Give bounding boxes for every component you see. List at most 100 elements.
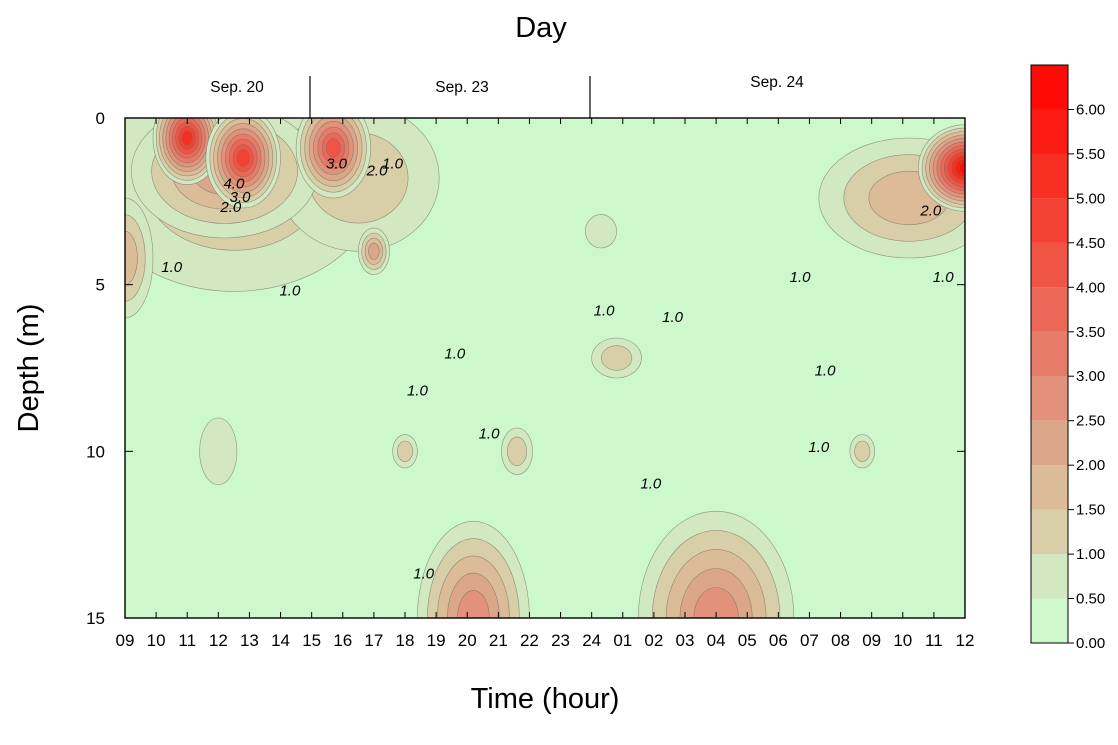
contour-band [507, 436, 527, 466]
plot-area: 1.01.02.03.04.03.0 2.01.01.01.01.01.0 1.01… [124, 117, 966, 619]
colorbar-swatch [1031, 287, 1068, 332]
contour-band [199, 417, 238, 485]
colorbar-swatch [1031, 242, 1068, 288]
contour-band [693, 587, 739, 618]
plot-frame [124, 117, 966, 619]
contour-label: 1.0 [407, 382, 429, 399]
x-tick-label: 07 [800, 631, 819, 650]
x-tick-label: 13 [240, 631, 259, 650]
contour-band [600, 345, 633, 371]
x-tick-label: 16 [333, 631, 352, 650]
x-tick-label: 11 [925, 631, 943, 650]
colorbar-label: 5.00 [1076, 190, 1105, 207]
y-axis: 0 5 10 15 [86, 109, 965, 628]
day-labels: Sep. 20 Sep. 23 Sep. 24 [210, 74, 804, 118]
day-label-sep-24: Sep. 24 [750, 74, 804, 91]
colorbar-label: 4.50 [1076, 235, 1105, 252]
day-label-sep-23: Sep. 23 [435, 79, 488, 96]
x-tick-label: 02 [644, 631, 663, 650]
colorbar-swatch [1031, 153, 1068, 199]
colorbar-label: 6.00 [1076, 102, 1105, 119]
contour-label: 2.0 [366, 162, 389, 179]
colorbar-swatch [1031, 109, 1068, 154]
colorbar-label: 3.00 [1076, 368, 1105, 385]
x-tick-label: 10 [147, 631, 166, 650]
x-tick-label: 11 [178, 631, 196, 650]
y-tick-label: 15 [86, 609, 105, 628]
colorbar-label: 5.50 [1076, 146, 1105, 163]
contour-label: 1.0 [161, 259, 183, 276]
colorbar-label: 0.00 [1076, 635, 1105, 652]
contour-label: 1.0 [933, 269, 955, 286]
contour-band [854, 440, 871, 462]
colorbar-label: 1.50 [1076, 502, 1105, 519]
colorbar-swatch [1031, 198, 1068, 243]
y-axis-title: Depth (m) [13, 304, 45, 433]
contour-label: 1.0 [413, 566, 435, 583]
x-tick-label: 15 [302, 631, 321, 650]
chart-title: Day [515, 12, 567, 44]
colorbar-frame [1030, 64, 1069, 644]
y-tick-label: 0 [96, 109, 105, 128]
colorbar-swatch [1031, 65, 1068, 110]
colorbar-swatch [1031, 554, 1068, 599]
contour-label: 1.0 [640, 476, 662, 493]
x-tick-label: 06 [769, 631, 788, 650]
x-tick-label: 09 [862, 631, 881, 650]
x-tick-label: 24 [582, 631, 601, 650]
y-tick-label: 10 [86, 442, 105, 461]
x-tick-label: 12 [209, 631, 228, 650]
colorbar-label: 2.00 [1076, 457, 1105, 474]
colorbar-swatch [1031, 331, 1068, 377]
x-tick-label: 21 [489, 631, 508, 650]
x-tick-label: 08 [831, 631, 850, 650]
colorbar-label: 1.00 [1076, 546, 1105, 563]
x-tick-label: 20 [458, 631, 477, 650]
colorbar-swatch [1031, 376, 1068, 421]
x-tick-label: 19 [427, 631, 446, 650]
x-tick-label: 22 [520, 631, 539, 650]
contour-band [585, 214, 617, 249]
contour-label: 1.0 [662, 309, 684, 326]
colorbar-label: 4.00 [1076, 279, 1105, 296]
x-tick-label: 01 [613, 631, 632, 650]
contour-band [326, 138, 341, 158]
contour-label: 2.0 [919, 202, 942, 219]
colorbar-swatch [1031, 465, 1068, 510]
x-tick-label: 05 [738, 631, 757, 650]
day-label-sep-20: Sep. 20 [210, 79, 264, 96]
x-tick-label: 12 [956, 631, 975, 650]
x-tick-label: 23 [551, 631, 570, 650]
colorbar-label: 0.50 [1076, 591, 1105, 608]
y-tick-label: 5 [96, 276, 105, 295]
contour-label: 1.0 [382, 156, 404, 173]
contour-label: 1.0 [808, 439, 830, 456]
contour-label: 4.0 [223, 176, 245, 193]
colorbar-swatch [1031, 420, 1068, 466]
contour-label: 1.0 [444, 346, 466, 363]
colorbar: 0.00 0.50 1.00 1.50 2.00 2.50 3.00 3.50 4.00 4.50… [1030, 64, 1105, 652]
contour-label: 3.0 [230, 189, 252, 206]
x-tick-label: 04 [707, 631, 726, 650]
contour-label: 1.0 [815, 362, 837, 379]
x-axis-title: Time (hour) [471, 683, 620, 715]
contour-band [368, 242, 380, 260]
contour-band [181, 130, 193, 146]
contour-label: 2.0 [219, 199, 242, 216]
x-tick-label: 17 [364, 631, 383, 650]
contour-band [396, 440, 413, 462]
contour-band [457, 590, 490, 618]
colorbar-label: 2.50 [1076, 413, 1105, 430]
contour-band [125, 231, 138, 285]
x-axis: 09 10 11 12 13 14 15 16 17 18 19 20 21 22 23 24 01 02 03 04… [116, 118, 975, 650]
contour-label: 1.0 [479, 426, 501, 443]
x-tick-label: 14 [271, 631, 290, 650]
x-tick-label: 03 [676, 631, 695, 650]
contour-band [236, 149, 250, 167]
colorbar-label: 3.50 [1076, 324, 1105, 341]
contour-label: 1.0 [594, 302, 616, 319]
x-tick-label: 09 [116, 631, 135, 650]
contour-label: 1.0 [279, 282, 301, 299]
contour-label: 3.0 [326, 156, 348, 173]
